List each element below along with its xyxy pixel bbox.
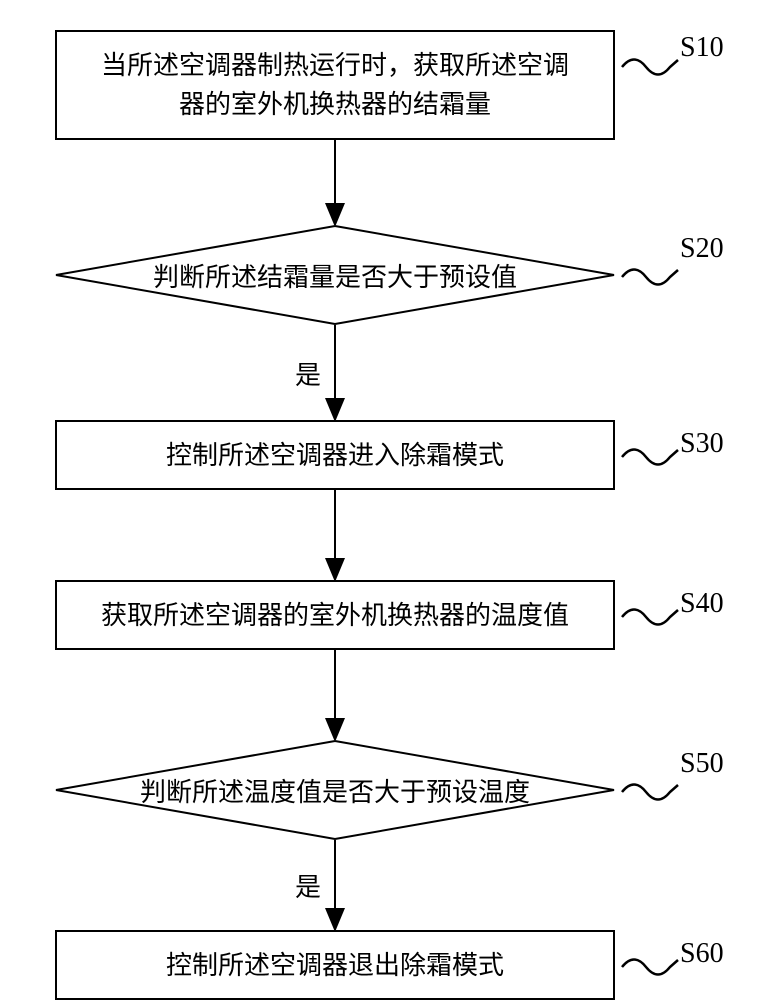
node-text: 判断所述温度值是否大于预设温度 <box>140 772 530 809</box>
flowchart-canvas: 当所述空调器制热运行时，获取所述空调器的室外机换热器的结霜量 S10 判断所述结霜量… <box>0 0 764 1000</box>
connector-squiggle <box>620 950 680 984</box>
connector-squiggle <box>620 260 680 294</box>
process-s60: 控制所述空调器退出除霜模式 <box>55 930 615 1000</box>
edge-label-s50-s60: 是 <box>295 867 321 904</box>
step-label-s10: S10 <box>680 32 724 64</box>
step-label-s20: S20 <box>680 233 724 265</box>
process-s40: 获取所述空调器的室外机换热器的温度值 <box>55 580 615 650</box>
connector-squiggle <box>620 50 680 84</box>
process-s10: 当所述空调器制热运行时，获取所述空调器的室外机换热器的结霜量 <box>55 30 615 140</box>
node-text: 获取所述空调器的室外机换热器的温度值 <box>101 596 569 635</box>
process-s30: 控制所述空调器进入除霜模式 <box>55 420 615 490</box>
step-label-s50: S50 <box>680 748 724 780</box>
connector-squiggle <box>620 775 680 809</box>
decision-s50: 判断所述温度值是否大于预设温度 <box>55 740 615 840</box>
connector-squiggle <box>620 600 680 634</box>
node-text: 控制所述空调器进入除霜模式 <box>166 436 504 475</box>
node-text: 当所述空调器制热运行时，获取所述空调器的室外机换热器的结霜量 <box>101 46 569 124</box>
step-label-s60: S60 <box>680 938 724 970</box>
edge-label-s20-s30: 是 <box>295 355 321 392</box>
arrow-layer <box>0 0 764 1000</box>
step-label-s30: S30 <box>680 428 724 460</box>
node-text: 判断所述结霜量是否大于预设值 <box>153 257 517 294</box>
connector-squiggle <box>620 440 680 474</box>
decision-s20: 判断所述结霜量是否大于预设值 <box>55 225 615 325</box>
step-label-s40: S40 <box>680 588 724 620</box>
node-text: 控制所述空调器退出除霜模式 <box>166 946 504 985</box>
